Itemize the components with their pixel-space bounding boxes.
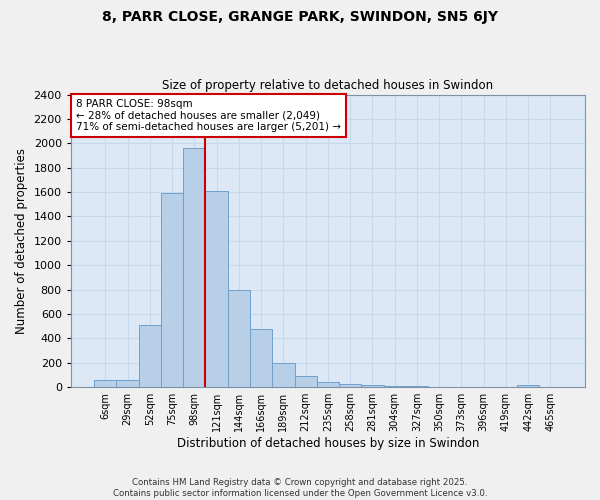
Bar	[205, 191, 228, 387]
Bar	[272, 363, 295, 387]
Bar	[295, 376, 317, 387]
Text: Contains HM Land Registry data © Crown copyright and database right 2025.
Contai: Contains HM Land Registry data © Crown c…	[113, 478, 487, 498]
Text: 8, PARR CLOSE, GRANGE PARK, SWINDON, SN5 6JY: 8, PARR CLOSE, GRANGE PARK, SWINDON, SN5…	[102, 10, 498, 24]
Bar	[361, 385, 383, 387]
Bar	[116, 380, 139, 387]
Bar	[317, 382, 339, 387]
Bar	[161, 194, 183, 387]
Bar	[183, 148, 205, 387]
Bar	[339, 384, 361, 387]
Y-axis label: Number of detached properties: Number of detached properties	[15, 148, 28, 334]
Bar	[139, 325, 161, 387]
Bar	[94, 380, 116, 387]
Bar	[383, 386, 406, 387]
Text: 8 PARR CLOSE: 98sqm
← 28% of detached houses are smaller (2,049)
71% of semi-det: 8 PARR CLOSE: 98sqm ← 28% of detached ho…	[76, 99, 341, 132]
Bar	[406, 386, 428, 387]
X-axis label: Distribution of detached houses by size in Swindon: Distribution of detached houses by size …	[177, 437, 479, 450]
Bar	[228, 290, 250, 387]
Title: Size of property relative to detached houses in Swindon: Size of property relative to detached ho…	[163, 79, 493, 92]
Bar	[517, 385, 539, 387]
Bar	[250, 328, 272, 387]
